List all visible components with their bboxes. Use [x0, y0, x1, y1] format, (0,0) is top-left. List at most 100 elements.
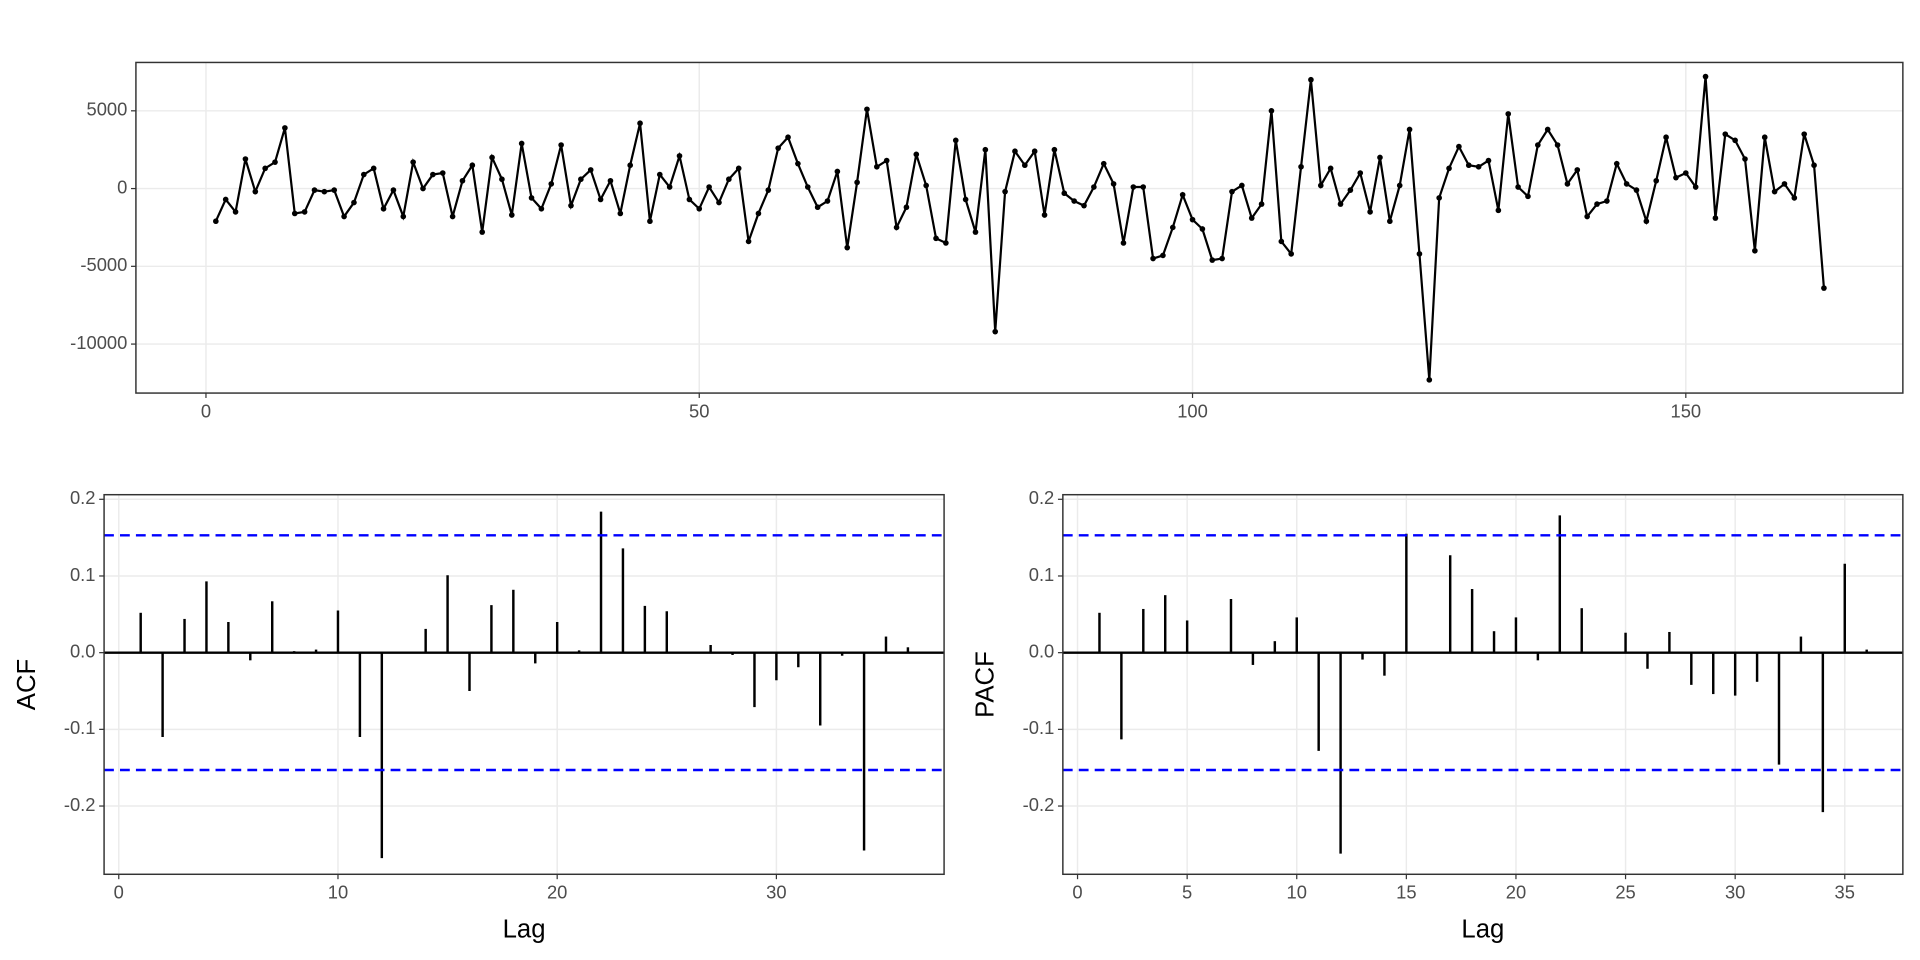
- x-tick-label: 35: [1835, 882, 1855, 903]
- data-point: [1811, 162, 1817, 169]
- data-point: [1722, 131, 1729, 137]
- data-point: [864, 106, 870, 113]
- x-tick-label: 150: [1670, 400, 1701, 421]
- data-point: [656, 171, 663, 178]
- data-point: [933, 235, 939, 242]
- data-point: [893, 224, 900, 231]
- data-point: [1367, 209, 1373, 215]
- data-point: [410, 159, 416, 165]
- x-tick-label: 20: [547, 882, 567, 903]
- data-point: [814, 204, 821, 211]
- data-point: [775, 145, 781, 151]
- y-tick-label: -5000: [80, 254, 127, 275]
- data-point: [1317, 182, 1324, 189]
- data-point: [272, 159, 278, 165]
- y-tick-label: 0.2: [1029, 487, 1055, 508]
- x-tick-label: 30: [1725, 882, 1745, 903]
- data-point: [1100, 160, 1107, 167]
- data-point: [360, 171, 367, 178]
- data-point: [1742, 156, 1748, 162]
- y-tick-label: -10000: [70, 332, 127, 353]
- data-point: [726, 176, 732, 183]
- data-point: [1091, 184, 1097, 190]
- data-point: [1179, 191, 1186, 198]
- data-point: [785, 134, 791, 141]
- data-point: [1209, 257, 1216, 263]
- data-point: [1031, 148, 1038, 155]
- data-point: [617, 210, 624, 217]
- data-point: [341, 213, 347, 220]
- data-point: [1021, 162, 1028, 169]
- data-point: [637, 120, 643, 127]
- data-point: [1347, 187, 1354, 193]
- data-point: [647, 218, 653, 225]
- x-tick-label: 0: [201, 400, 211, 421]
- data-point: [1406, 126, 1413, 133]
- panel-border: [1062, 493, 1904, 876]
- data-point: [883, 157, 890, 164]
- data-point: [301, 209, 308, 215]
- data-point: [1150, 255, 1156, 262]
- data-point: [568, 202, 574, 209]
- data-point: [1327, 165, 1334, 172]
- data-point: [1130, 184, 1137, 190]
- x-tick-label: 0: [1072, 882, 1082, 903]
- data-point: [1041, 212, 1048, 218]
- data-point: [232, 209, 239, 215]
- data-point: [1081, 202, 1087, 209]
- data-point: [1387, 218, 1393, 225]
- x-tick-label: 0: [114, 882, 124, 903]
- data-point: [1337, 201, 1344, 207]
- x-tick-label: 50: [689, 400, 709, 421]
- data-point: [469, 162, 476, 169]
- data-point: [1515, 184, 1521, 190]
- data-point: [844, 244, 851, 251]
- data-point: [992, 328, 999, 335]
- data-point: [1761, 134, 1768, 141]
- y-axis-title: PACF: [972, 651, 1000, 718]
- data-point: [765, 187, 772, 193]
- data-point: [449, 213, 456, 220]
- data-point: [213, 218, 219, 225]
- data-point: [351, 199, 357, 206]
- data-point: [1160, 252, 1166, 259]
- data-point: [1584, 213, 1590, 220]
- data-point: [1061, 190, 1068, 197]
- y-tick-label: -0.1: [64, 717, 96, 738]
- data-point: [242, 156, 249, 162]
- data-point: [1495, 207, 1502, 214]
- data-point: [804, 184, 811, 190]
- data-point: [1199, 226, 1206, 232]
- data-point: [952, 137, 959, 144]
- data-point: [1682, 170, 1689, 176]
- data-point: [686, 196, 693, 203]
- y-tick-label: 0.1: [1029, 564, 1055, 585]
- data-point: [1653, 177, 1660, 184]
- data-point: [1357, 170, 1364, 176]
- panel-border: [103, 493, 945, 876]
- data-point: [1288, 251, 1295, 257]
- y-tick-label: 5000: [87, 99, 128, 120]
- data-point: [1525, 193, 1531, 200]
- data-point: [854, 179, 860, 186]
- data-point: [1268, 107, 1275, 114]
- data-point: [1771, 188, 1778, 195]
- data-point: [1258, 201, 1265, 207]
- data-point: [1673, 174, 1679, 181]
- data-point: [282, 125, 288, 131]
- y-tick-label: -0.2: [1023, 794, 1055, 815]
- data-point: [252, 188, 259, 195]
- data-point: [795, 160, 801, 167]
- data-point: [607, 177, 614, 184]
- data-point: [1416, 251, 1423, 257]
- x-axis-title: Lag: [1461, 915, 1504, 943]
- data-point: [1377, 154, 1383, 161]
- data-point: [962, 196, 969, 203]
- data-point: [1169, 224, 1176, 231]
- y-axis-title: ACF: [13, 659, 41, 710]
- data-point: [676, 153, 683, 159]
- data-point: [1456, 143, 1462, 150]
- panel-border: [135, 61, 1904, 394]
- y-tick-label: -0.2: [64, 794, 96, 815]
